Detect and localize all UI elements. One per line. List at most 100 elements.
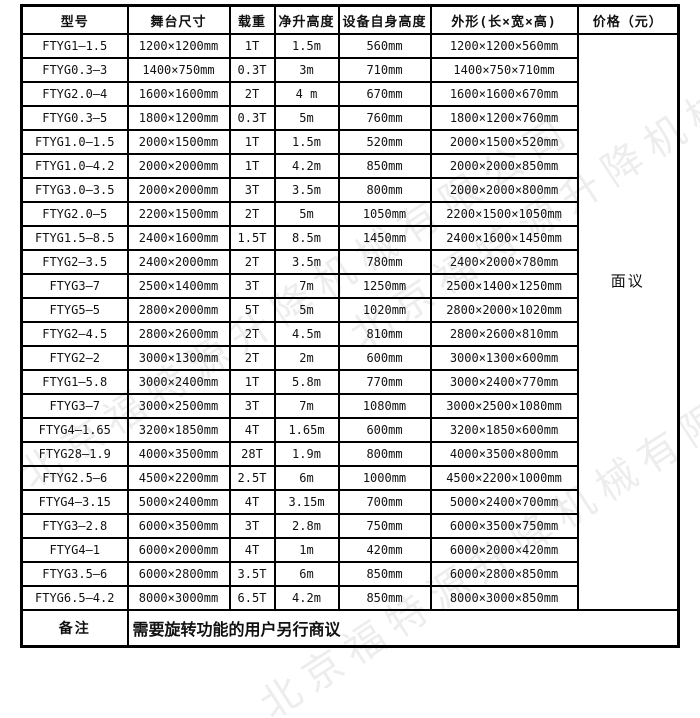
dims-cell: 1400×750×710mm xyxy=(429,57,579,83)
dims-cell: 2500×1400×1250mm xyxy=(429,273,579,299)
own-cell: 810mm xyxy=(337,321,432,347)
stage-cell: 3000×2500mm xyxy=(126,393,231,419)
load-cell: 3T xyxy=(228,513,276,539)
stage-cell: 2400×2000mm xyxy=(126,249,231,275)
load-cell: 1T xyxy=(228,153,276,179)
own-cell: 770mm xyxy=(337,369,432,395)
own-cell: 760mm xyxy=(337,105,432,131)
own-cell: 850mm xyxy=(337,585,432,611)
lift-cell: 5m xyxy=(273,105,340,131)
own-cell: 520mm xyxy=(337,129,432,155)
stage-cell: 3200×1850mm xyxy=(126,417,231,443)
lift-cell: 6m xyxy=(273,561,340,587)
stage-cell: 1400×750mm xyxy=(126,57,231,83)
own-cell: 700mm xyxy=(337,489,432,515)
table-row: FTYG4—1.65 3200×1850mm 4T 1.65m 600mm 3200×18… xyxy=(20,417,679,443)
table-row: FTYG2.0—4 1600×1600mm 2T 4 m 670mm 1600×1600×… xyxy=(20,81,679,107)
lift-cell: 4 m xyxy=(273,81,340,107)
dims-cell: 1200×1200×560mm xyxy=(429,33,579,59)
load-cell: 1T xyxy=(228,369,276,395)
column-header-load: 载重 xyxy=(228,4,276,35)
dims-cell: 1600×1600×670mm xyxy=(429,81,579,107)
lift-cell: 3.5m xyxy=(273,177,340,203)
lift-cell: 5m xyxy=(273,297,340,323)
own-cell: 1020mm xyxy=(337,297,432,323)
dims-cell: 4000×3500×800mm xyxy=(429,441,579,467)
dims-cell: 5000×2400×700mm xyxy=(429,489,579,515)
stage-cell: 3000×1300mm xyxy=(126,345,231,371)
model-cell: FTYG2—2 xyxy=(20,345,129,371)
stage-cell: 2400×1600mm xyxy=(126,225,231,251)
stage-cell: 6000×2000mm xyxy=(126,537,231,563)
table-row: FTYG4—3.15 5000×2400mm 4T 3.15m 700mm 5000×24… xyxy=(20,489,679,515)
dims-cell: 2800×2000×1020mm xyxy=(429,297,579,323)
dims-cell: 2200×1500×1050mm xyxy=(429,201,579,227)
stage-cell: 1200×1200mm xyxy=(126,33,231,59)
stage-cell: 2200×1500mm xyxy=(126,201,231,227)
load-cell: 3T xyxy=(228,393,276,419)
stage-cell: 2000×1500mm xyxy=(126,129,231,155)
load-cell: 6.5T xyxy=(228,585,276,611)
own-cell: 1080mm xyxy=(337,393,432,419)
model-cell: FTYG28—1.9 xyxy=(20,441,129,467)
table-row: FTYG5—5 2800×2000mm 5T 5m 1020mm 2800×2000×10… xyxy=(20,297,679,323)
stage-cell: 2800×2600mm xyxy=(126,321,231,347)
dims-cell: 2400×2000×780mm xyxy=(429,249,579,275)
own-cell: 710mm xyxy=(337,57,432,83)
stage-cell: 5000×2400mm xyxy=(126,489,231,515)
dims-cell: 6000×2000×420mm xyxy=(429,537,579,563)
load-cell: 2.5T xyxy=(228,465,276,491)
dims-cell: 2000×2000×800mm xyxy=(429,177,579,203)
own-cell: 750mm xyxy=(337,513,432,539)
column-header-own-height: 设备自身高度 xyxy=(337,4,432,35)
lift-cell: 1.9m xyxy=(273,441,340,467)
lift-cell: 7m xyxy=(273,393,340,419)
model-cell: FTYG3—7 xyxy=(20,273,129,299)
stage-cell: 6000×3500mm xyxy=(126,513,231,539)
table-row: FTYG0.3—3 1400×750mm 0.3T 3m 710mm 1400×750×7… xyxy=(20,57,679,83)
load-cell: 1T xyxy=(228,33,276,59)
load-cell: 3.5T xyxy=(228,561,276,587)
model-cell: FTYG5—5 xyxy=(20,297,129,323)
column-header-stage-size: 舞台尺寸 xyxy=(126,4,231,35)
model-cell: FTYG4—1.65 xyxy=(20,417,129,443)
dims-cell: 2400×1600×1450mm xyxy=(429,225,579,251)
own-cell: 850mm xyxy=(337,153,432,179)
own-cell: 800mm xyxy=(337,177,432,203)
dims-cell: 3200×1850×600mm xyxy=(429,417,579,443)
load-cell: 3T xyxy=(228,177,276,203)
load-cell: 2T xyxy=(228,345,276,371)
lift-cell: 3m xyxy=(273,57,340,83)
load-cell: 3T xyxy=(228,273,276,299)
table-row: FTYG1—5.8 3000×2400mm 1T 5.8m 770mm 3000×2400… xyxy=(20,369,679,395)
lift-cell: 6m xyxy=(273,465,340,491)
model-cell: FTYG3.0—3.5 xyxy=(20,177,129,203)
table-row: FTYG1.0—1.5 2000×1500mm 1T 1.5m 520mm 2000×15… xyxy=(20,129,679,155)
model-cell: FTYG3—7 xyxy=(20,393,129,419)
own-cell: 1450mm xyxy=(337,225,432,251)
stage-cell: 4500×2200mm xyxy=(126,465,231,491)
lift-cell: 1m xyxy=(273,537,340,563)
lift-cell: 4.5m xyxy=(273,321,340,347)
stage-cell: 2500×1400mm xyxy=(126,273,231,299)
model-cell: FTYG2.0—5 xyxy=(20,201,129,227)
lift-cell: 5m xyxy=(273,201,340,227)
dims-cell: 3000×2500×1080mm xyxy=(429,393,579,419)
model-cell: FTYG2.5—6 xyxy=(20,465,129,491)
stage-cell: 3000×2400mm xyxy=(126,369,231,395)
price-cell: 面议 xyxy=(576,33,680,611)
table-row: FTYG4—1 6000×2000mm 4T 1m 420mm 6000×2000×420… xyxy=(20,537,679,563)
price-value: 面议 xyxy=(610,272,645,290)
dims-cell: 2000×2000×850mm xyxy=(429,153,579,179)
model-cell: FTYG4—3.15 xyxy=(20,489,129,515)
table-row: FTYG6.5—4.2 8000×3000mm 6.5T 4.2m 850mm 8000×… xyxy=(20,585,679,611)
stage-cell: 2000×2000mm xyxy=(126,153,231,179)
own-cell: 600mm xyxy=(337,345,432,371)
model-cell: FTYG6.5—4.2 xyxy=(20,585,129,611)
column-header-dimensions: 外形(长×宽×高) xyxy=(429,4,579,35)
load-cell: 0.3T xyxy=(228,105,276,131)
load-cell: 2T xyxy=(228,201,276,227)
stage-cell: 2800×2000mm xyxy=(126,297,231,323)
lift-cell: 4.2m xyxy=(273,585,340,611)
